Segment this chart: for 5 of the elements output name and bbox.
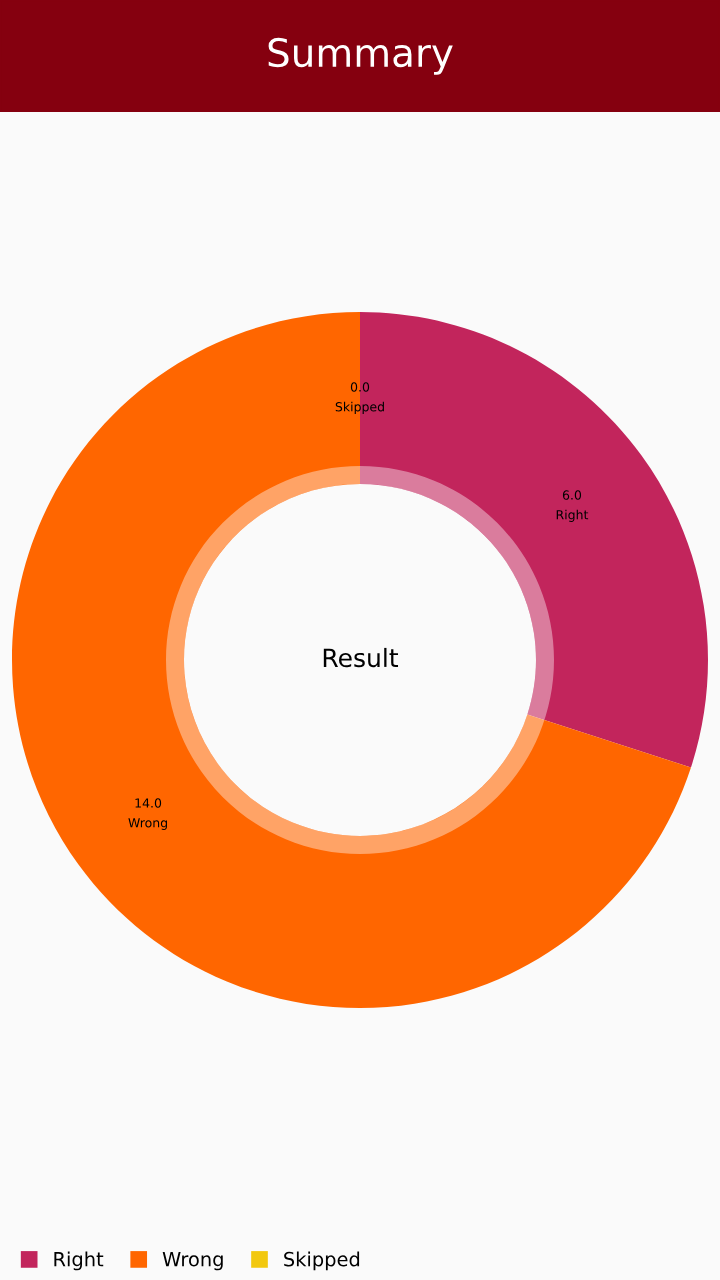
legend-label: Right — [54, 1251, 104, 1271]
legend-label: Wrong — [162, 1252, 223, 1271]
text: Result — [323, 647, 399, 668]
legend-label: Skipped — [284, 1251, 360, 1271]
chart-title: Summary — [268, 37, 453, 75]
